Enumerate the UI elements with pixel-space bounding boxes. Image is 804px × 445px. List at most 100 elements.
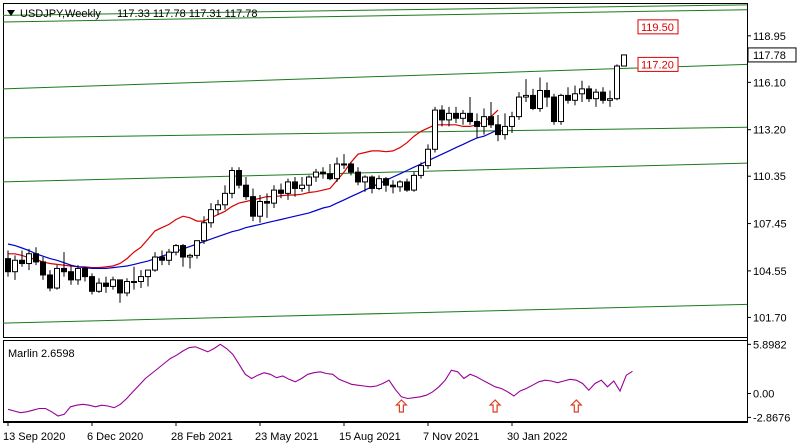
candle-body — [579, 88, 585, 95]
candle — [369, 175, 375, 194]
candle — [159, 250, 165, 266]
moving-average-line — [7, 129, 499, 269]
candle-body — [229, 170, 235, 194]
candle — [208, 203, 214, 228]
indicator-lines — [7, 343, 633, 417]
time-tick-label: 7 Nov 2021 — [423, 431, 479, 443]
candle-body — [110, 279, 116, 287]
candle-body — [145, 269, 151, 278]
candle — [194, 240, 200, 259]
candle-body — [488, 116, 494, 126]
indicator-title: Marlin 2.6598 — [8, 348, 75, 360]
candle — [600, 87, 606, 104]
candle — [110, 276, 116, 290]
candle-body — [285, 181, 291, 194]
candle-body — [61, 267, 67, 273]
candle-body — [523, 94, 529, 98]
candle-body — [439, 109, 445, 121]
candle — [131, 266, 137, 290]
candle-body — [467, 112, 473, 123]
candle-body — [68, 271, 74, 281]
candle — [299, 177, 305, 192]
candle — [75, 265, 81, 285]
candle — [40, 257, 46, 280]
candle — [593, 88, 599, 107]
candle — [502, 113, 508, 140]
candle — [138, 270, 144, 289]
candle — [614, 64, 620, 101]
candle-body — [362, 176, 368, 183]
candle — [271, 185, 277, 209]
candle-body — [180, 245, 186, 258]
candle-body — [600, 91, 606, 101]
candle-body — [264, 201, 270, 204]
time-axis: 13 Sep 2020 6 Dec 2020 28 Feb 2021 23 May 2… — [3, 422, 568, 443]
candle-body — [12, 259, 18, 273]
level-label: 119.50 — [637, 19, 679, 35]
candle-body — [418, 165, 424, 176]
candle-body — [341, 163, 347, 166]
candle-body — [425, 148, 431, 167]
candle-body — [292, 181, 298, 189]
candle-body — [138, 276, 144, 282]
candle-body — [544, 90, 550, 98]
candle-body — [446, 112, 452, 121]
candle-body — [103, 282, 109, 287]
candle-body — [390, 184, 396, 188]
candle-body — [530, 94, 536, 109]
candle-body — [208, 209, 214, 224]
channel-line — [2, 126, 748, 139]
symbol-title: USDJPY,Weekly — [20, 8, 101, 20]
candle — [201, 216, 207, 244]
chart-title-block: USDJPY,Weekly 117.33 117.78 117.31 117.7… — [7, 8, 257, 20]
candle — [425, 144, 431, 169]
candle — [418, 162, 424, 179]
candle — [12, 255, 18, 280]
collapse-triangle-icon[interactable] — [7, 10, 15, 16]
candle — [607, 90, 613, 107]
channel-lines — [2, 4, 748, 324]
candle — [180, 243, 186, 267]
candle-body — [460, 112, 466, 119]
candle — [61, 252, 67, 277]
candle — [348, 162, 354, 176]
candle — [586, 85, 592, 102]
candle-body — [411, 174, 417, 191]
candle — [334, 157, 340, 182]
candle-body — [320, 171, 326, 175]
time-tick-label: 15 Aug 2021 — [339, 431, 401, 443]
channel-line — [2, 9, 748, 23]
candle — [54, 265, 60, 290]
indicator-panel — [3, 340, 748, 422]
candle-body — [173, 245, 179, 253]
candle-body — [194, 240, 200, 256]
candle — [124, 278, 130, 297]
candle — [460, 110, 466, 125]
candle — [481, 108, 487, 135]
candle — [565, 87, 571, 104]
candle-body — [432, 109, 438, 150]
candle — [5, 250, 11, 277]
candle-body — [124, 281, 130, 294]
candle-body — [166, 251, 172, 261]
ohlc-readout: 117.33 117.78 117.31 117.78 — [117, 8, 257, 20]
candle-body — [565, 94, 571, 101]
candle — [411, 172, 417, 192]
candle-body — [516, 96, 522, 118]
arrow-up-icon — [394, 399, 408, 413]
candle — [82, 266, 88, 282]
candle-body — [313, 171, 319, 178]
price-tick-label: 116.10 — [753, 77, 786, 89]
candle — [313, 168, 319, 182]
candle — [278, 183, 284, 199]
time-tick-label: 6 Dec 2020 — [87, 431, 143, 443]
candle-body — [257, 201, 263, 217]
level-label-text: 119.50 — [641, 22, 674, 34]
candle — [404, 178, 410, 192]
candle-body — [453, 112, 459, 119]
candle-body — [40, 261, 46, 276]
candle-body — [187, 254, 193, 258]
price-tick-label: 118.95 — [753, 31, 786, 43]
candle — [537, 77, 543, 112]
arrow-up-icon — [569, 399, 583, 413]
